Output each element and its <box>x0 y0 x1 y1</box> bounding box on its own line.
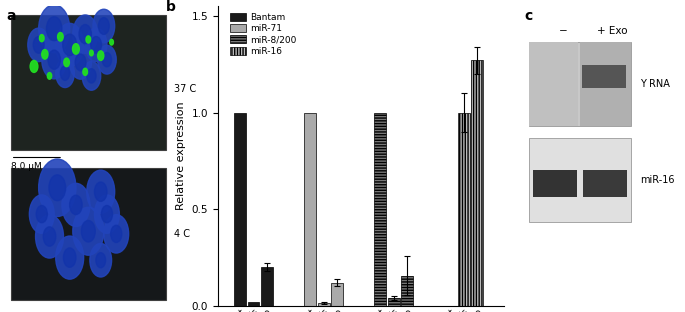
Circle shape <box>90 37 101 53</box>
Circle shape <box>62 183 90 227</box>
Text: miR-16: miR-16 <box>640 175 675 185</box>
FancyBboxPatch shape <box>529 42 631 126</box>
Text: −: − <box>559 26 568 36</box>
Circle shape <box>83 68 88 76</box>
Circle shape <box>55 236 84 279</box>
Circle shape <box>48 50 60 69</box>
Circle shape <box>63 34 77 56</box>
Bar <box>331 283 343 306</box>
Bar <box>401 276 413 306</box>
Circle shape <box>79 25 91 44</box>
Circle shape <box>42 41 66 79</box>
Circle shape <box>47 72 51 79</box>
Circle shape <box>111 225 122 242</box>
Text: 4 C: 4 C <box>174 229 190 239</box>
Circle shape <box>87 69 96 83</box>
Circle shape <box>104 215 129 253</box>
Circle shape <box>98 51 104 61</box>
Bar <box>458 113 470 306</box>
Circle shape <box>102 52 112 67</box>
Circle shape <box>36 206 47 223</box>
Circle shape <box>82 61 101 90</box>
FancyBboxPatch shape <box>582 65 626 88</box>
Bar <box>234 113 246 306</box>
FancyBboxPatch shape <box>529 42 578 126</box>
Circle shape <box>30 61 38 72</box>
Circle shape <box>38 5 70 53</box>
Circle shape <box>90 50 93 56</box>
Circle shape <box>49 175 66 201</box>
Text: b: b <box>166 0 176 14</box>
Circle shape <box>64 248 76 267</box>
Bar <box>374 113 386 306</box>
Bar <box>304 113 316 306</box>
Circle shape <box>99 17 110 34</box>
Circle shape <box>28 28 49 62</box>
Circle shape <box>64 58 69 67</box>
Circle shape <box>40 35 44 42</box>
FancyBboxPatch shape <box>533 170 577 197</box>
Bar <box>247 302 260 306</box>
Circle shape <box>90 243 112 277</box>
Circle shape <box>60 66 70 80</box>
FancyBboxPatch shape <box>11 168 166 300</box>
Text: 37 C: 37 C <box>174 84 196 94</box>
FancyBboxPatch shape <box>529 138 631 222</box>
Circle shape <box>95 195 119 233</box>
Circle shape <box>29 195 54 233</box>
Bar <box>471 60 483 306</box>
Circle shape <box>38 159 76 217</box>
Circle shape <box>58 32 63 41</box>
Circle shape <box>95 182 107 202</box>
Circle shape <box>110 39 114 45</box>
Text: 8.0 μM: 8.0 μM <box>11 162 42 171</box>
Text: Y RNA: Y RNA <box>640 79 671 89</box>
Circle shape <box>96 253 105 268</box>
FancyBboxPatch shape <box>11 15 166 150</box>
Circle shape <box>75 54 86 71</box>
Circle shape <box>82 221 95 242</box>
Text: + Exo: + Exo <box>597 26 627 36</box>
Text: a: a <box>7 9 16 23</box>
Circle shape <box>42 50 48 59</box>
Text: c: c <box>524 9 532 23</box>
Bar <box>261 267 273 306</box>
Circle shape <box>55 23 84 66</box>
Bar <box>318 303 329 306</box>
Circle shape <box>86 36 90 43</box>
Circle shape <box>43 227 55 246</box>
FancyBboxPatch shape <box>580 42 631 126</box>
Circle shape <box>98 45 116 74</box>
Circle shape <box>34 37 44 53</box>
Circle shape <box>73 207 104 255</box>
Circle shape <box>73 15 98 53</box>
Circle shape <box>93 9 114 43</box>
FancyBboxPatch shape <box>583 170 627 197</box>
Circle shape <box>85 28 107 62</box>
Circle shape <box>70 46 91 79</box>
Circle shape <box>87 170 114 213</box>
Circle shape <box>101 206 112 223</box>
Y-axis label: Relative expression: Relative expression <box>176 102 186 210</box>
Bar <box>388 298 399 306</box>
Circle shape <box>55 59 75 88</box>
Circle shape <box>70 195 82 215</box>
Circle shape <box>73 44 79 54</box>
Legend: Bantam, miR-71, miR-8/200, miR-16: Bantam, miR-71, miR-8/200, miR-16 <box>228 11 299 58</box>
Circle shape <box>36 215 64 258</box>
Circle shape <box>47 17 62 41</box>
